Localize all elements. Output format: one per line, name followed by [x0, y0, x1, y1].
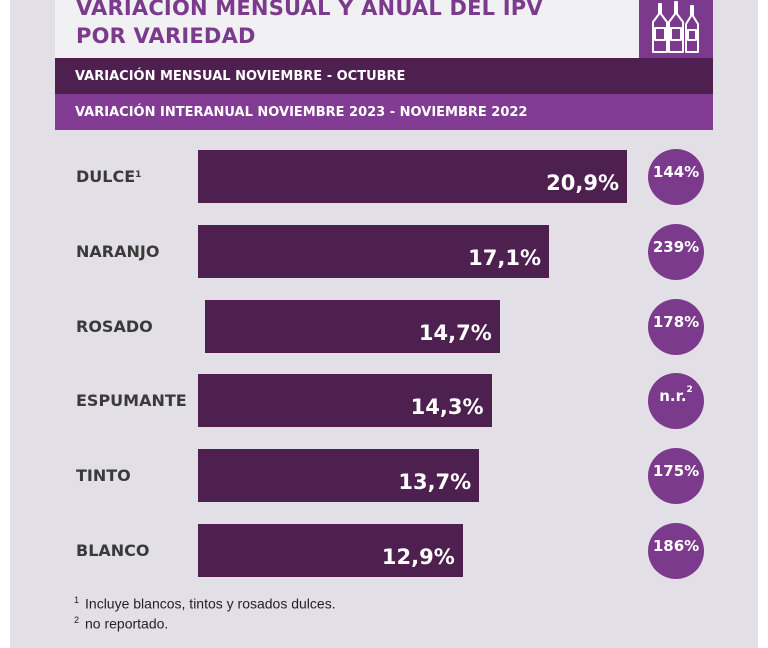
bar-rosado: 14,7% — [205, 299, 500, 353]
annual-value-label: 175% — [648, 462, 704, 480]
bar-value-label: 20,9% — [546, 171, 619, 195]
category-label-tinto: TINTO — [76, 466, 131, 486]
bar-value-label: 14,3% — [410, 395, 484, 420]
annual-circle-tinto: 175% — [648, 448, 704, 505]
legend-label-annual: VARIACIÓN INTERANUAL NOVIEMBRE 2023 - NO… — [75, 105, 528, 120]
footnote-2: 2 no reportado. — [74, 615, 168, 632]
category-text: BLANCO — [76, 541, 150, 560]
category-label-blanco: BLANCO — [76, 541, 150, 561]
annual-value-text: 178% — [652, 312, 700, 331]
annual-circle-espumante: n.r.2 — [648, 373, 704, 430]
category-label-rosado: ROSADO — [76, 317, 153, 337]
legend-label-monthly: VARIACIÓN MENSUAL NOVIEMBRE - OCTUBRE — [75, 69, 406, 84]
header-area — [55, 0, 713, 58]
annual-footnote-mark: 2 — [686, 385, 693, 396]
annual-value-text: n.r. — [659, 387, 687, 406]
bar-blanco: 12,9% — [198, 524, 463, 577]
category-text: NARANJO — [76, 241, 160, 261]
bar-value-label: 14,7% — [418, 320, 492, 345]
category-text: ESPUMANTE — [76, 391, 187, 411]
bar-value-label: 13,7% — [398, 470, 472, 495]
chart-title: VARIACIÓN MENSUAL Y ANUAL DEL IPV POR VA… — [76, 0, 543, 48]
annual-value-label: n.r.2 — [648, 385, 704, 406]
bar-value-label: 12,9% — [381, 545, 455, 569]
bar-espumante: 14,3% — [198, 374, 492, 428]
category-label-dulce: DULCE1 — [76, 167, 141, 187]
annual-value-label: 178% — [648, 313, 704, 331]
bar-naranjo: 17,1% — [198, 224, 549, 278]
annual-circle-naranjo: 239% — [648, 223, 704, 280]
annual-circle-dulce: 144% — [648, 149, 704, 205]
annual-value-label: 239% — [648, 238, 704, 256]
category-footnote-mark: 1 — [135, 170, 142, 180]
annual-value-label: 186% — [648, 537, 704, 555]
footnote-1-text: Incluye blancos, tintos y rosados dulces… — [85, 595, 336, 612]
footnote-1: 1 Incluye blancos, tintos y rosados dulce… — [74, 595, 336, 612]
legend-band-annual: VARIACIÓN INTERANUAL NOVIEMBRE 2023 - NO… — [55, 94, 713, 130]
footnote-2-mark: 2 — [74, 615, 80, 625]
bar-dulce: 20,9% — [198, 150, 627, 203]
annual-circle-blanco: 186% — [648, 523, 704, 579]
annual-value-text: 186% — [652, 537, 700, 555]
legend-band-monthly: VARIACIÓN MENSUAL NOVIEMBRE - OCTUBRE — [55, 58, 713, 94]
category-label-espumante: ESPUMANTE — [76, 391, 187, 411]
annual-circle-rosado: 178% — [648, 298, 704, 355]
footnote-2-text: no reportado. — [85, 615, 169, 632]
annual-value-text: 144% — [652, 163, 700, 181]
bar-value-label: 17,1% — [468, 245, 541, 270]
annual-value-text: 175% — [652, 462, 700, 481]
wine-bottles-icon — [639, 0, 713, 58]
category-text: ROSADO — [76, 316, 153, 336]
annual-value-label: 144% — [648, 163, 704, 181]
annual-value-text: 239% — [652, 237, 700, 256]
category-label-naranjo: NARANJO — [76, 242, 159, 262]
bar-tinto: 13,7% — [198, 449, 480, 503]
category-text: TINTO — [76, 466, 131, 486]
footnote-1-mark: 1 — [74, 595, 80, 605]
category-text: DULCE — [76, 167, 136, 186]
